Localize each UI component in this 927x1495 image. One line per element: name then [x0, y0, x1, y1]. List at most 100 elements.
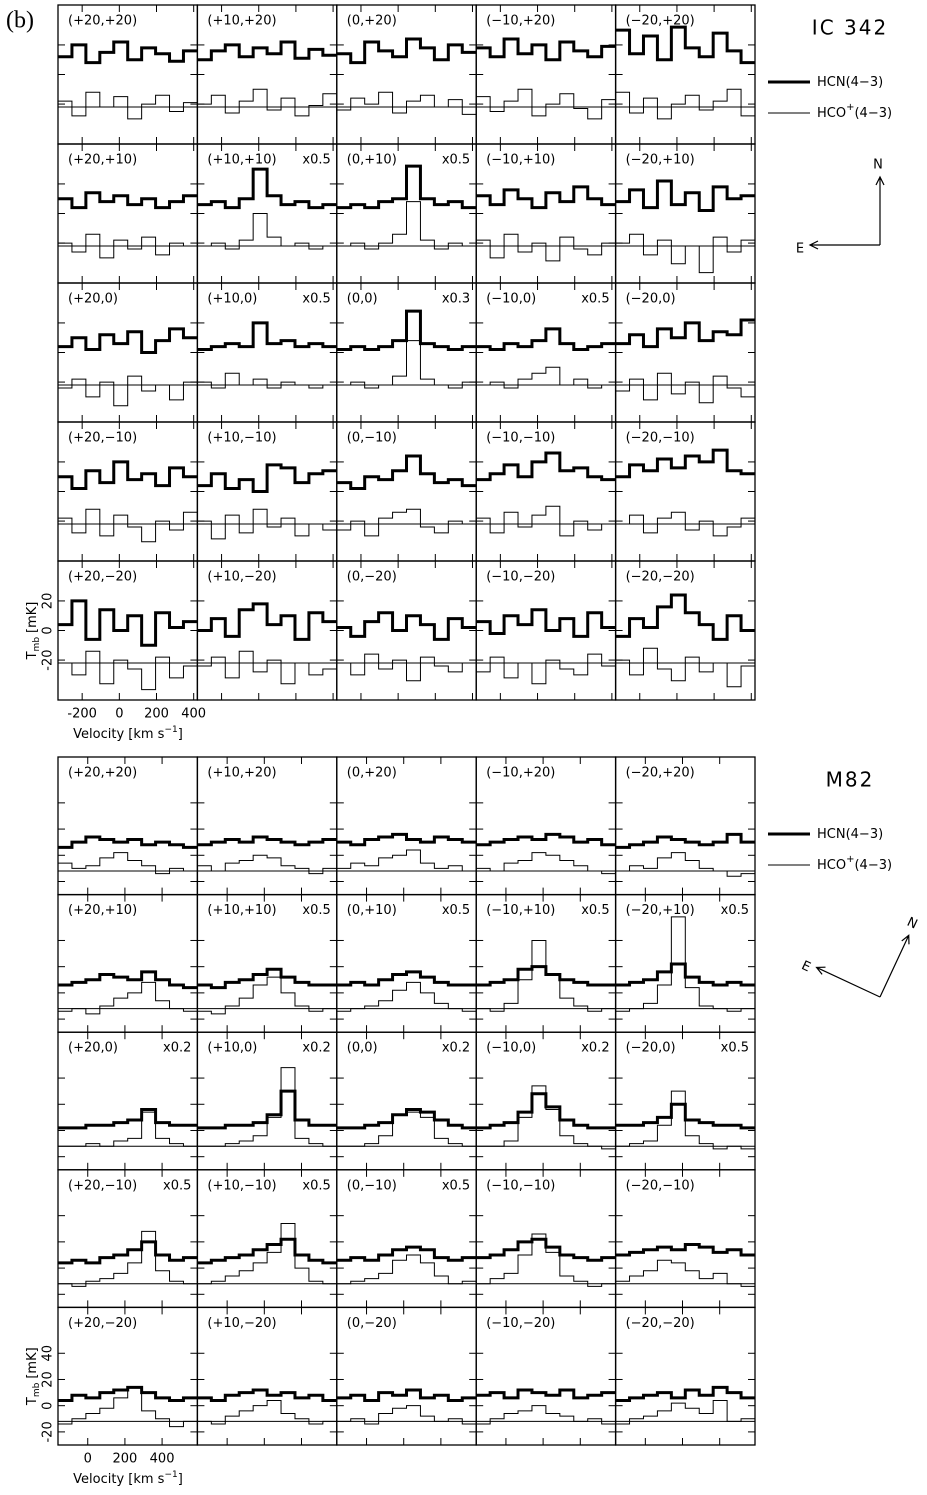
spectrum-0: [476, 832, 616, 847]
panel-label: (0,−10): [347, 431, 397, 446]
panel-label: (+20,+10): [68, 153, 137, 168]
panel-label: (+20,−10): [68, 431, 137, 446]
spectrum-1: [476, 233, 616, 262]
panel-label: (−10,+20): [486, 14, 555, 29]
panel-scale: x0.5: [721, 903, 749, 918]
panel: (+20,0) x0.2: [57, 1031, 199, 1171]
spectrum-0: [615, 318, 755, 349]
panel-label: (−20,−20): [626, 1316, 695, 1331]
spectrum-0: [615, 179, 755, 213]
panel-label: (0,+10): [347, 153, 397, 168]
spectrum-1: [197, 976, 337, 1015]
spectrum-0: [197, 463, 337, 493]
y-tick-label: 0: [41, 626, 56, 634]
legend-name: HCO: [817, 858, 846, 873]
panel-scale: x0.5: [581, 903, 609, 918]
panel-frame: [614, 560, 756, 701]
panel-scale: x0.2: [302, 1041, 330, 1056]
y-tick-label: 20: [41, 1371, 56, 1388]
spectrum-0: [58, 599, 198, 647]
spectrum-0: [197, 1388, 337, 1402]
spectrum-1: [336, 201, 477, 250]
spectrum-1: [336, 653, 477, 682]
spectrum-1: [197, 650, 337, 685]
panel-scale: x0.5: [302, 1178, 330, 1193]
panel-plot: [197, 1388, 337, 1425]
panel: (+20,+20): [57, 4, 199, 145]
panel-frame: [614, 1306, 756, 1446]
spectrum-1: [476, 88, 616, 120]
spectrum-1: [58, 1386, 198, 1428]
panel-label: (0,0): [347, 292, 378, 307]
panel-label: (+20,+20): [68, 766, 137, 781]
panel-label: (−20,+20): [626, 766, 695, 781]
spectrum-0: [336, 832, 477, 847]
panel: (0,−20): [336, 1306, 477, 1446]
panel: (−10,0) x0.5: [475, 282, 617, 423]
panel-plot: [336, 1388, 477, 1425]
x-axis-label-sup: −1: [164, 725, 177, 735]
compass-arrows: [808, 175, 885, 250]
panel: (+10,−20): [196, 1306, 338, 1446]
compass-arrows: [815, 934, 910, 998]
panel: (−20,+20): [614, 4, 756, 145]
spectrum-1: [615, 511, 755, 537]
panel-plot: [476, 327, 616, 389]
y-axis-label: Tmb [mK]: [25, 1347, 42, 1406]
panel-scale: x0.5: [721, 1041, 749, 1056]
spectrum-1: [336, 981, 477, 1012]
panel-label: (+20,0): [68, 292, 118, 307]
panel: (−10,+10) x0.5: [475, 893, 617, 1033]
spectrum-0: [197, 1089, 337, 1130]
panel-label: (−10,+10): [486, 153, 555, 168]
panel-plot: [197, 40, 337, 117]
panel-label: (−20,−20): [626, 570, 695, 585]
panel: (0,0) x0.3: [336, 282, 477, 423]
panel: (−10,−20): [475, 560, 617, 701]
spectrum-0: [336, 970, 477, 987]
spectrum-1: [58, 375, 198, 407]
panel: (−20,0): [614, 282, 756, 423]
spectrum-1: [58, 650, 198, 691]
panel-label: (−20,+10): [626, 153, 695, 168]
panel-plot: [58, 191, 198, 259]
spectrum-0: [58, 1108, 198, 1130]
panel-scale: x0.5: [163, 1178, 191, 1193]
spectrum-1: [197, 1399, 337, 1425]
x-tick-label: 200: [144, 707, 169, 722]
panel-scale: x0.3: [442, 292, 470, 307]
panel: (−20,−20): [614, 560, 756, 701]
panel-label: (+20,+10): [68, 903, 137, 918]
panel-plot: [615, 318, 755, 404]
spectrum-1: [615, 88, 755, 120]
spectrum-1: [58, 1111, 198, 1147]
chart-title: IC 342: [812, 16, 888, 40]
spectra-grid: (+20,+20) (+10,+20) (0,+20) (−10,+20) (−20,+…: [41, 4, 756, 722]
spectrum-1: [336, 1254, 477, 1285]
panel-plot: [58, 599, 198, 691]
spectrum-0: [197, 835, 337, 847]
panel: (+10,+20): [196, 756, 338, 896]
panel: (−20,−20): [614, 1306, 756, 1446]
spectrum-1: [336, 1111, 477, 1147]
panel-scale: x0.5: [302, 292, 330, 307]
spectrum-0: [336, 1388, 477, 1402]
panel-plot: [476, 185, 616, 262]
panel-plot: [336, 1108, 477, 1147]
panel: (−20,−10): [614, 421, 756, 562]
panel-label: (−20,+10): [626, 903, 695, 918]
spectrum-1: [58, 233, 198, 259]
chart-title: M82: [826, 768, 875, 792]
x-tick-label: -200: [67, 707, 97, 722]
legend-sup: +: [846, 854, 854, 865]
spectrum-0: [58, 1240, 198, 1265]
panel-scale: x0.5: [442, 1178, 470, 1193]
panel-label: (−10,+20): [486, 766, 555, 781]
spectrum-0: [336, 1108, 477, 1130]
legend-sup: +: [846, 102, 854, 113]
spectrum-0: [58, 970, 198, 990]
x-tick-label: 400: [181, 707, 206, 722]
panel-plot: [197, 463, 337, 540]
panel-plot: [336, 832, 477, 872]
x-tick-label: 0: [84, 1452, 92, 1467]
